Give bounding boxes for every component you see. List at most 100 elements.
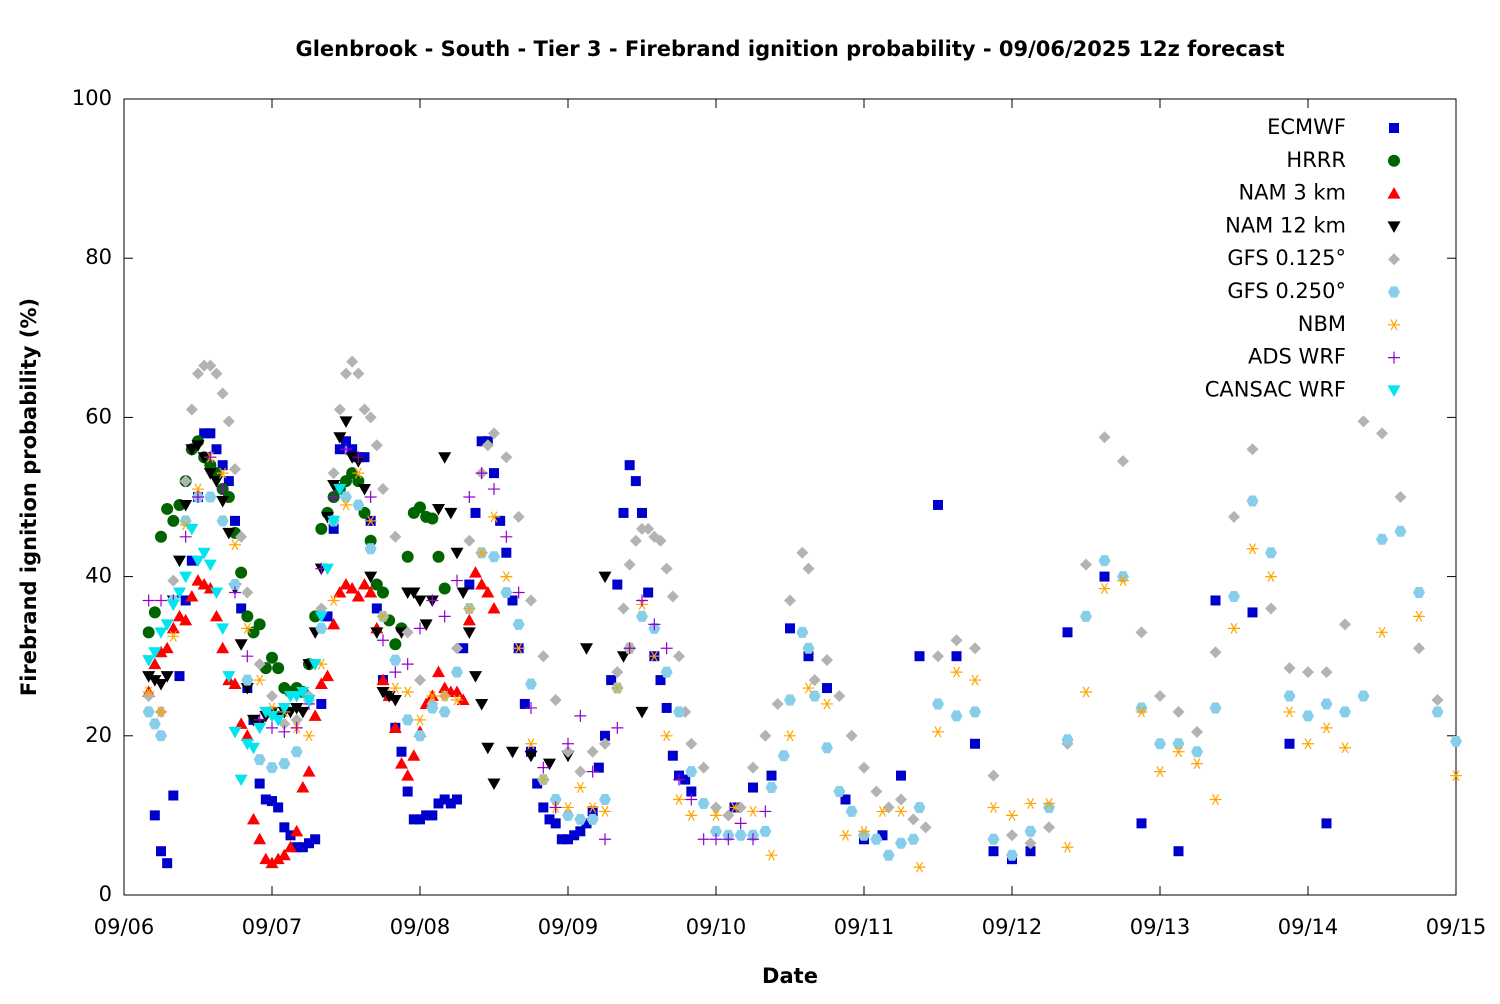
point xyxy=(154,627,168,639)
point xyxy=(463,491,476,503)
point xyxy=(765,782,778,794)
point xyxy=(371,603,382,614)
point xyxy=(462,627,476,639)
point xyxy=(290,691,304,703)
point xyxy=(364,411,377,424)
point xyxy=(636,594,648,607)
point xyxy=(710,809,722,821)
point xyxy=(216,515,229,527)
point xyxy=(636,610,648,622)
point xyxy=(290,824,304,837)
point xyxy=(426,702,439,714)
point xyxy=(469,671,482,683)
point xyxy=(241,586,254,599)
point xyxy=(456,693,470,705)
point xyxy=(179,571,193,584)
point xyxy=(210,587,223,600)
point xyxy=(197,547,211,560)
point xyxy=(1080,686,1092,698)
point xyxy=(426,512,439,525)
point xyxy=(748,782,758,793)
point xyxy=(537,774,550,786)
point xyxy=(142,690,155,702)
point xyxy=(1357,690,1370,702)
point xyxy=(500,587,513,599)
point xyxy=(489,468,499,479)
point xyxy=(802,562,815,575)
point xyxy=(802,682,815,694)
point xyxy=(327,515,341,528)
point xyxy=(1099,571,1110,582)
point xyxy=(223,476,234,487)
point xyxy=(500,451,513,464)
point xyxy=(451,666,463,678)
point xyxy=(951,651,962,662)
point xyxy=(327,467,340,480)
point xyxy=(896,770,906,781)
point xyxy=(166,599,180,611)
point xyxy=(166,621,180,634)
point xyxy=(414,714,426,726)
point xyxy=(629,534,642,547)
point xyxy=(222,415,235,428)
point xyxy=(1302,666,1314,679)
point xyxy=(710,825,722,837)
point xyxy=(685,809,698,821)
point xyxy=(241,674,254,686)
point xyxy=(1265,547,1277,559)
point xyxy=(401,550,414,563)
point xyxy=(574,765,587,778)
legend-marker xyxy=(1388,286,1400,298)
point xyxy=(914,651,925,662)
point xyxy=(759,729,772,742)
point xyxy=(1246,495,1259,507)
point xyxy=(1117,455,1129,468)
point xyxy=(697,833,710,846)
legend-marker xyxy=(1388,253,1400,266)
legend-label: HRRR xyxy=(1286,148,1346,172)
x-tick-label: 09/10 xyxy=(686,915,747,939)
point xyxy=(600,730,610,741)
legend-label: ADS WRF xyxy=(1248,345,1346,369)
point xyxy=(396,746,407,757)
point xyxy=(253,832,267,845)
legend-marker xyxy=(1387,221,1401,233)
point xyxy=(401,686,414,698)
point xyxy=(463,602,476,614)
point xyxy=(913,861,926,873)
point xyxy=(228,726,242,739)
point xyxy=(210,367,223,380)
point xyxy=(302,765,316,777)
point xyxy=(932,650,944,663)
point xyxy=(327,594,340,606)
point xyxy=(290,721,303,734)
point xyxy=(648,618,661,631)
legend-label: GFS 0.125° xyxy=(1227,246,1346,270)
point xyxy=(475,547,488,559)
point xyxy=(438,706,451,718)
point xyxy=(785,623,795,634)
point xyxy=(932,698,944,710)
point xyxy=(155,594,167,607)
point xyxy=(364,586,378,598)
point xyxy=(495,515,506,526)
point xyxy=(932,726,944,738)
point xyxy=(1043,797,1055,809)
point xyxy=(777,750,790,762)
point xyxy=(203,559,217,572)
point xyxy=(673,793,685,805)
point xyxy=(290,746,303,758)
point xyxy=(488,427,500,440)
point xyxy=(192,491,204,503)
point xyxy=(907,833,920,845)
point xyxy=(1209,793,1222,805)
point xyxy=(598,571,612,584)
point xyxy=(179,475,192,488)
point xyxy=(290,702,304,715)
point xyxy=(1154,738,1166,750)
point xyxy=(1228,510,1240,523)
point xyxy=(414,674,426,687)
point xyxy=(765,849,778,861)
point xyxy=(833,786,846,798)
point xyxy=(519,698,530,709)
